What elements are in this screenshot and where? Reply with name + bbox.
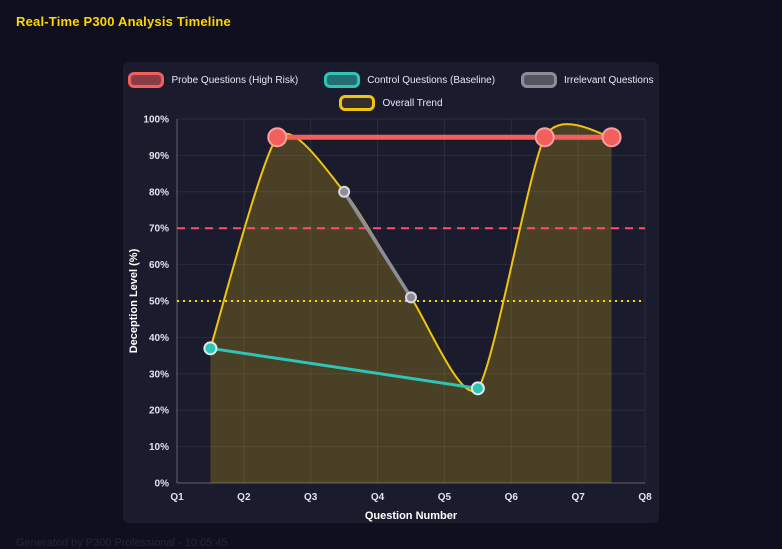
y-axis-title: Deception Level (%) xyxy=(128,248,140,353)
data-point[interactable] xyxy=(267,127,288,148)
data-point[interactable] xyxy=(470,381,485,396)
legend-swatch xyxy=(128,72,165,88)
x-tick-label: Q1 xyxy=(170,492,184,503)
x-tick-label: Q5 xyxy=(438,492,452,503)
x-tick-label: Q8 xyxy=(638,492,652,503)
timeline-chart: 0% 10% 20% 30% 40% 50% 60% 70% 80% 90% 100% Q1 Q2 Q3 Q… xyxy=(128,115,652,523)
x-axis-title: Question Number xyxy=(365,510,458,522)
y-tick-label: 70% xyxy=(149,224,169,235)
chart-legend: Probe Questions (High Risk) Control Quest… xyxy=(123,62,659,111)
x-tick-label: Q4 xyxy=(371,492,385,503)
y-tick-label: 40% xyxy=(149,333,169,344)
legend-label: Irrelevant Questions xyxy=(564,74,654,86)
data-point[interactable] xyxy=(601,127,622,148)
y-tick-label: 30% xyxy=(149,369,169,380)
legend-label: Probe Questions (High Risk) xyxy=(171,74,299,86)
legend-swatch xyxy=(324,72,361,88)
x-tick-label: Q6 xyxy=(505,492,519,503)
legend-row: Overall Trend xyxy=(123,95,659,111)
data-point[interactable] xyxy=(338,185,351,198)
y-tick-label: 90% xyxy=(149,151,169,162)
legend-item[interactable]: Control Questions (Baseline) xyxy=(324,72,495,88)
data-point[interactable] xyxy=(203,341,218,356)
page-title: Real-Time P300 Analysis Timeline xyxy=(16,14,231,29)
y-tick-label: 50% xyxy=(149,297,169,308)
legend-label: Control Questions (Baseline) xyxy=(367,74,496,86)
legend-swatch xyxy=(521,72,558,88)
series-line xyxy=(342,190,413,300)
y-tick-label: 80% xyxy=(149,187,169,198)
x-tick-label: Q3 xyxy=(304,492,318,503)
y-tick-label: 20% xyxy=(149,406,169,417)
legend-row: Probe Questions (High Risk) Control Quest… xyxy=(123,72,659,88)
legend-item[interactable]: Irrelevant Questions xyxy=(521,72,654,88)
trend-area xyxy=(210,124,612,483)
footer-note: Generated by P300 Professional - 10:05:4… xyxy=(16,537,228,549)
y-tick-label: 0% xyxy=(155,479,170,490)
legend-item[interactable]: Overall Trend xyxy=(339,95,443,111)
series-line xyxy=(208,346,480,390)
legend-item[interactable]: Probe Questions (High Risk) xyxy=(128,72,298,88)
x-tick-label: Q7 xyxy=(571,492,585,503)
y-tick-label: 10% xyxy=(149,442,169,453)
legend-label: Overall Trend xyxy=(382,97,443,109)
x-tick-label: Q2 xyxy=(237,492,251,503)
data-point[interactable] xyxy=(534,127,555,148)
data-point[interactable] xyxy=(405,291,417,304)
y-tick-label: 60% xyxy=(149,260,169,271)
chart-panel: Probe Questions (High Risk) Control Quest… xyxy=(123,62,659,523)
y-tick-label: 100% xyxy=(143,115,169,126)
legend-swatch xyxy=(339,95,376,111)
